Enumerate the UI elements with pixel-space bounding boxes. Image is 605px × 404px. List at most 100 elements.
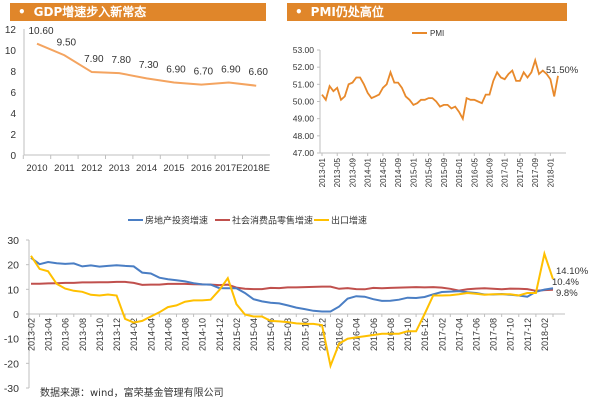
growth-y-tick-label: 10 xyxy=(7,284,19,296)
growth-x-tick-label: 2013-04 xyxy=(44,318,54,351)
growth-x-tick-label: 2014-08 xyxy=(181,318,191,351)
growth-y-tick-label: -30 xyxy=(4,383,19,395)
growth-legend-label: 出口增速 xyxy=(331,215,367,226)
gdp-y-tick-label: 12 xyxy=(5,25,17,36)
gdp-y-tick-label: 8 xyxy=(10,67,16,78)
growth-x-tick-label: 2016-02 xyxy=(335,318,345,351)
growth-x-tick-label: 2016-10 xyxy=(403,318,413,351)
pmi-x-tick-label: 2013-01 xyxy=(318,157,327,187)
gdp-data-label: 7.90 xyxy=(84,54,104,65)
pmi-x-tick-label: 2017-01 xyxy=(501,157,510,187)
growth-x-tick-label: 2013-10 xyxy=(95,318,105,351)
growth-legend-label: 房地产投资增速 xyxy=(145,215,208,226)
growth-series-line-export xyxy=(30,250,554,370)
pmi-y-tick-label: 47.00 xyxy=(293,148,315,158)
growth-x-tick-label: 2014-10 xyxy=(198,318,208,351)
growth-x-tick-label: 2013-12 xyxy=(112,318,122,351)
growth-x-tick-label: 2014-02 xyxy=(129,318,139,351)
gdp-x-tick-label: 2017E xyxy=(215,163,242,174)
growth-series-line-real-estate xyxy=(30,256,554,313)
growth-x-tick-label: 2013-06 xyxy=(61,318,71,351)
pmi-x-tick-label: 2013-09 xyxy=(348,157,357,187)
growth-x-tick-label: 2015-12 xyxy=(317,318,327,351)
gdp-data-label: 6.90 xyxy=(221,65,241,76)
growth-x-tick-label: 2014-06 xyxy=(163,318,173,351)
pmi-x-tick-label: 2018-01 xyxy=(546,157,555,187)
growth-x-tick-label: 2013-08 xyxy=(78,318,88,351)
growth-end-label-export: 14.10% xyxy=(556,266,589,277)
growth-x-tick-label: 2015-10 xyxy=(300,318,310,351)
pmi-x-tick-label: 2016-05 xyxy=(470,157,479,187)
pmi-panel-title: PMI仍处高位 xyxy=(310,5,384,19)
pmi-end-label: 51.50% xyxy=(546,65,579,76)
growth-y-tick-label: 30 xyxy=(7,235,19,247)
gdp-x-tick-label: 2016 xyxy=(191,163,212,174)
growth-y-tick-label: -10 xyxy=(4,334,19,346)
gdp-x-tick-label: 2010 xyxy=(26,163,47,174)
gdp-x-tick-label: 2015 xyxy=(163,163,184,174)
growth-x-tick-label: 2017-08 xyxy=(489,318,499,351)
growth-x-tick-label: 2017-04 xyxy=(454,318,464,351)
growth-series-line-retail xyxy=(31,280,554,292)
growth-legend-label: 社会消费品零售增速 xyxy=(232,215,313,226)
gdp-x-tick-label: 2018E xyxy=(242,163,269,174)
growth-x-tick-label: 2015-02 xyxy=(232,318,242,351)
growth-y-tick-label: -20 xyxy=(4,358,19,370)
growth-x-tick-label: 2015-06 xyxy=(266,318,276,351)
gdp-data-label: 7.30 xyxy=(139,60,159,71)
growth-x-tick-label: 2014-12 xyxy=(215,318,225,351)
pmi-x-tick-label: 2015-01 xyxy=(409,157,418,187)
gdp-x-tick-label: 2012 xyxy=(81,163,102,174)
gdp-x-tick-label: 2013 xyxy=(109,163,130,174)
pmi-y-tick-label: 52.00 xyxy=(293,62,315,72)
gdp-y-tick-label: 6 xyxy=(10,88,16,99)
pmi-y-tick-label: 51.00 xyxy=(293,79,315,89)
gdp-panel-header: • GDP增速步入新常态 xyxy=(10,3,266,21)
pmi-series-line xyxy=(321,57,559,122)
gdp-data-label: 6.60 xyxy=(248,67,268,78)
pmi-x-tick-label: 2017-09 xyxy=(531,157,540,187)
gdp-y-tick-label: 0 xyxy=(10,151,16,162)
pmi-legend-label: PMI xyxy=(430,29,444,38)
growth-y-tick-label: 20 xyxy=(7,260,19,272)
pmi-x-tick-label: 2015-09 xyxy=(440,157,449,187)
gdp-y-tick-label: 10 xyxy=(5,46,17,57)
source-note: 数据来源：wind，富荣基金管理有限公司 xyxy=(40,388,224,399)
gdp-panel-title: GDP增速步入新常态 xyxy=(33,5,147,19)
pmi-y-tick-label: 49.00 xyxy=(293,114,315,124)
growth-x-tick-label: 2017-02 xyxy=(437,318,447,351)
growth-x-tick-label: 2015-08 xyxy=(283,318,293,351)
bullet-icon: • xyxy=(295,5,303,19)
pmi-x-tick-label: 2016-09 xyxy=(485,157,494,187)
growth-x-tick-label: 2013-02 xyxy=(27,318,37,351)
pmi-x-tick-label: 2014-05 xyxy=(379,157,388,187)
pmi-x-tick-label: 2014-09 xyxy=(394,157,403,187)
growth-end-label-retail: 10.4% xyxy=(552,277,579,288)
pmi-x-tick-label: 2016-01 xyxy=(455,157,464,187)
gdp-x-tick-label: 2011 xyxy=(54,163,74,174)
gdp-data-label: 6.70 xyxy=(194,67,214,78)
gdp-data-label: 6.90 xyxy=(166,65,186,76)
growth-end-label-real-estate: 9.8% xyxy=(556,288,578,299)
growth-x-tick-label: 2017-10 xyxy=(506,318,516,351)
pmi-y-tick-label: 50.00 xyxy=(293,97,315,107)
pmi-y-tick-label: 53.00 xyxy=(293,45,315,55)
pmi-x-tick-label: 2014-01 xyxy=(364,157,373,187)
growth-x-tick-label: 2017-12 xyxy=(523,318,533,351)
growth-x-tick-label: 2014-04 xyxy=(146,318,156,351)
growth-x-tick-label: 2015-04 xyxy=(249,318,259,351)
pmi-panel-header: • PMI仍处高位 xyxy=(287,3,567,21)
growth-x-tick-label: 2016-04 xyxy=(352,318,362,351)
pmi-x-tick-label: 2017-05 xyxy=(516,157,525,187)
growth-x-tick-label: 2016-12 xyxy=(420,318,430,351)
pmi-y-tick-label: 48.00 xyxy=(293,131,315,141)
gdp-data-label: 10.60 xyxy=(28,26,53,37)
gdp-y-tick-label: 2 xyxy=(10,130,16,141)
pmi-x-tick-label: 2015-05 xyxy=(425,157,434,187)
growth-x-tick-label: 2018-02 xyxy=(540,318,550,351)
gdp-data-label: 7.80 xyxy=(111,55,131,66)
pmi-x-tick-label: 2013-05 xyxy=(333,157,342,187)
gdp-data-label: 9.50 xyxy=(57,37,77,48)
gdp-y-tick-label: 4 xyxy=(10,109,16,120)
